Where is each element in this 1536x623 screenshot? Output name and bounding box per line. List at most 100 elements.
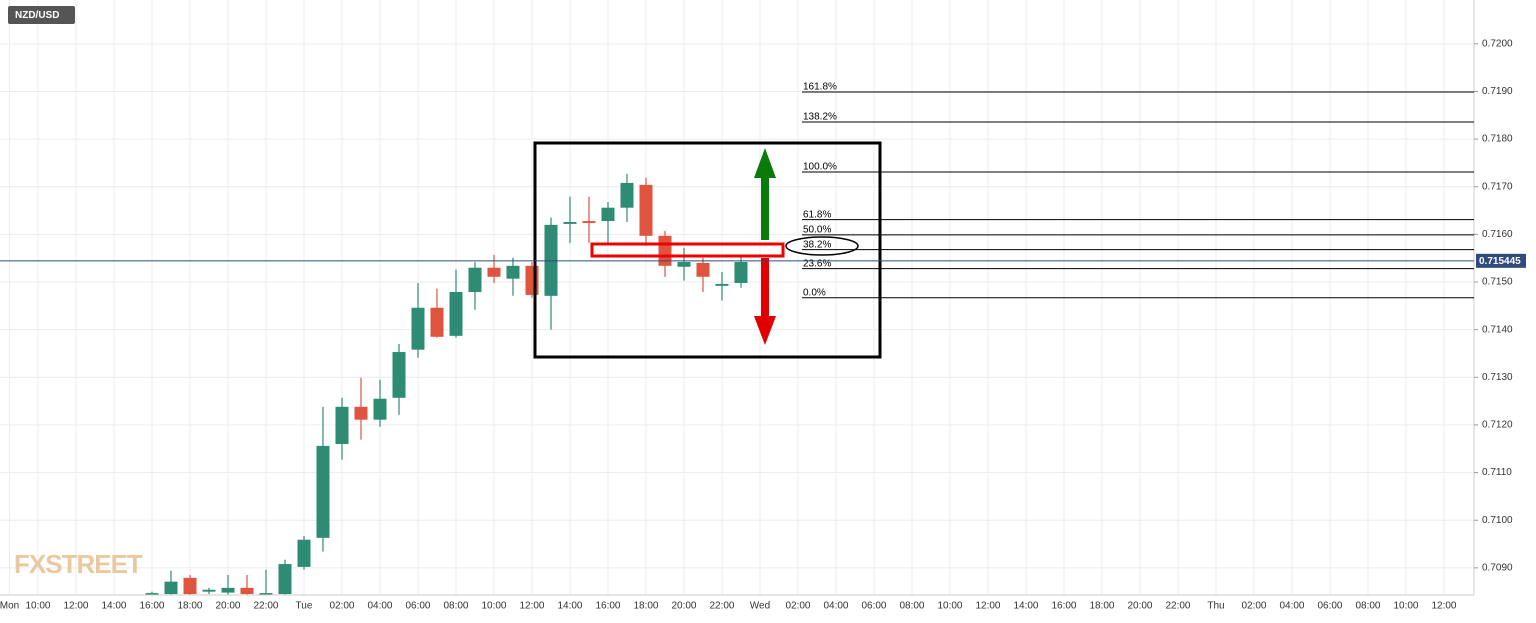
x-tick-label: 06:00 (861, 601, 886, 612)
x-tick-label: 10:00 (481, 601, 506, 612)
x-tick-label: 10:00 (937, 601, 962, 612)
x-tick-label: 10:00 (1393, 601, 1418, 612)
x-tick-label: 12:00 (1431, 601, 1456, 612)
candle-body (487, 267, 501, 277)
marks (145, 173, 748, 595)
y-tick-label: 0.7140 (1482, 324, 1513, 335)
candle-body (639, 184, 653, 236)
candle-body (278, 564, 292, 595)
fib-label: 50.0% (803, 224, 831, 235)
x-tick-label: 14:00 (557, 601, 582, 612)
y-tick-label: 0.7110 (1482, 467, 1512, 478)
fib-label: 100.0% (803, 162, 837, 173)
candle-body (259, 593, 273, 595)
x-tick-label: 02:00 (329, 601, 354, 612)
candle-body (145, 593, 159, 595)
fib-label: 61.8% (803, 209, 831, 220)
y-tick-label: 0.7160 (1482, 229, 1513, 240)
candle-body (506, 265, 520, 279)
x-tick-label: 12:00 (975, 601, 1000, 612)
y-tick-label: 0.7090 (1482, 562, 1513, 573)
x-tick-label: 18:00 (1089, 601, 1114, 612)
y-tick-label: 0.7120 (1482, 420, 1513, 431)
candle-body (164, 581, 178, 595)
candle-body (316, 445, 330, 538)
y-tick-label: 0.7170 (1482, 181, 1513, 192)
x-tick-label: 16:00 (595, 601, 620, 612)
y-tick-label: 0.7190 (1482, 86, 1513, 97)
x-tick-label: Tue (296, 601, 313, 612)
x-tick-label: 16:00 (1051, 601, 1076, 612)
current-price-label: 0.715445 (1479, 256, 1521, 267)
candle-body (373, 398, 387, 420)
x-tick-label: 08:00 (899, 601, 924, 612)
candle-body (658, 235, 672, 266)
x-tick-label: 20:00 (671, 601, 696, 612)
fib-label: 23.6% (803, 258, 831, 269)
candle-body (525, 265, 539, 295)
x-tick-label: 16:00 (139, 601, 164, 612)
y-tick-label: 0.7150 (1482, 277, 1513, 288)
x-tick-label: 20:00 (215, 601, 240, 612)
candle-body (734, 262, 748, 283)
x-tick-label: 20:00 (1127, 601, 1152, 612)
x-tick-label: 14:00 (101, 601, 126, 612)
symbol-badge (8, 6, 75, 24)
y-tick-label: 0.7200 (1482, 38, 1513, 49)
fib-label: 38.2% (803, 239, 831, 250)
down-arrow-head (754, 316, 776, 345)
fib-label: 0.0% (803, 287, 826, 298)
y-tick-label: 0.7130 (1482, 372, 1513, 383)
x-tick-label: 12:00 (63, 601, 88, 612)
candle-body (354, 406, 368, 420)
candle-body (202, 589, 216, 592)
candle-body (582, 221, 596, 223)
candle-body (240, 587, 254, 595)
candle-body (411, 307, 425, 350)
candle-body (183, 577, 197, 595)
candle-body (392, 352, 406, 398)
x-tick-label: 14:00 (1013, 601, 1038, 612)
candle-body (221, 587, 235, 593)
x-tick-label: Mon (0, 601, 19, 612)
x-tick-label: 18:00 (633, 601, 658, 612)
x-tick-label: 04:00 (367, 601, 392, 612)
candle-body (468, 267, 482, 293)
x-tick-label: 06:00 (405, 601, 430, 612)
x-tick-label: 04:00 (1279, 601, 1304, 612)
candle-body (563, 221, 577, 224)
up-arrow-head (754, 148, 776, 178)
x-tick-label: 04:00 (823, 601, 848, 612)
x-tick-label: Wed (750, 601, 770, 612)
level-ellipse (785, 236, 859, 256)
candle-body (297, 539, 311, 567)
watermark: FXSTREET (14, 549, 143, 579)
x-tick-label: 12:00 (519, 601, 544, 612)
down-arrow-shaft (761, 258, 769, 318)
x-tick-label: 22:00 (253, 601, 278, 612)
x-tick-label: 08:00 (443, 601, 468, 612)
current-price-tag (1476, 253, 1526, 268)
grid (0, 0, 1474, 595)
x-tick-label: 22:00 (709, 601, 734, 612)
candle-body (430, 307, 444, 337)
symbol: NZD/USD (15, 10, 59, 21)
fib-label: 138.2% (803, 112, 837, 123)
x-tick-label: 22:00 (1165, 601, 1190, 612)
candle-body (620, 182, 634, 208)
candle-body (601, 207, 615, 222)
y-tick-label: 0.7100 (1482, 515, 1513, 526)
x-tick-label: 18:00 (177, 601, 202, 612)
candle-body (449, 292, 463, 336)
x-tick-label: 06:00 (1317, 601, 1342, 612)
candle-body (677, 262, 691, 267)
x-tick-label: 02:00 (785, 601, 810, 612)
fib-label: 161.8% (803, 82, 837, 93)
candle-body (715, 283, 729, 286)
zone-box (590, 242, 785, 258)
up-arrow-shaft (761, 176, 769, 240)
x-tick-label: Thu (1207, 601, 1224, 612)
y-tick-label: 0.7180 (1482, 134, 1513, 145)
